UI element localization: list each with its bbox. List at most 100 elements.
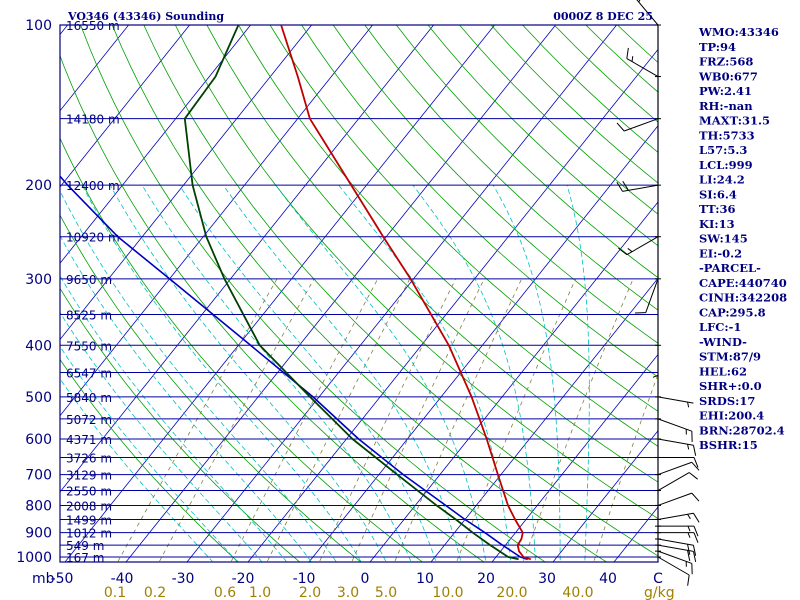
index-line: TT:36 — [699, 202, 736, 216]
index-line: TP:94 — [699, 40, 736, 54]
isotherm-line — [60, 25, 190, 188]
index-line: WMO:43346 — [698, 25, 779, 39]
height-label: 6547 m — [66, 367, 112, 381]
moist-adiabat-line — [412, 184, 536, 562]
mixing-ratio-line — [117, 278, 278, 562]
mixing-ratio-line — [351, 278, 485, 562]
index-line: SI:6.4 — [699, 187, 737, 201]
index-line: BSHR:15 — [699, 438, 758, 452]
index-line: -WIND- — [699, 335, 747, 349]
moist-adiabat-line — [275, 184, 487, 562]
height-label: 12400 m — [66, 179, 120, 193]
chart-date: 0000Z 8 DEC 25 — [553, 10, 653, 23]
temperature-tick-label: -10 — [293, 571, 316, 587]
wind-barb-full — [693, 525, 699, 537]
wind-barb-shaft — [624, 118, 659, 132]
wind-barb-shaft — [657, 396, 694, 404]
wind-barb-full — [691, 461, 700, 471]
wind-barb-full — [622, 180, 629, 191]
height-label: 8525 m — [66, 308, 112, 322]
mixing-ratio-tick-label: 40.0 — [562, 585, 593, 600]
height-label: 2008 m — [66, 499, 112, 513]
plot-frame — [59, 24, 659, 563]
moist-adiabat-line — [60, 275, 288, 562]
moist-adiabat-line — [338, 184, 512, 562]
temperature-tick-label: 20 — [477, 571, 495, 587]
index-line: FRZ:568 — [699, 55, 753, 69]
moist-adiabat-line — [222, 184, 462, 562]
wind-barb-half — [687, 532, 691, 538]
height-label: 1499 m — [66, 513, 112, 527]
temperature-tick-label: -40 — [111, 571, 134, 587]
index-line: BRN:28702.4 — [699, 423, 785, 437]
height-label: 5072 m — [66, 413, 112, 427]
moist-adiabat-line — [179, 184, 437, 562]
temperature-tick-label: 30 — [538, 571, 556, 587]
index-line: PW:2.41 — [699, 84, 752, 98]
moist-adiabat-line — [60, 234, 312, 562]
height-label: 2550 m — [66, 485, 112, 499]
dry-adiabat-line — [395, 25, 658, 279]
mixing-ratio-unit-label: g/kg — [644, 585, 675, 600]
index-line: CINH:342208 — [699, 291, 787, 305]
wind-barb-full — [616, 181, 623, 192]
dry-adiabat-line — [60, 137, 424, 562]
temperature-tick-label: -30 — [172, 571, 195, 587]
isotherm-line — [60, 25, 373, 417]
mixing-ratio-tick-label: 0.2 — [144, 585, 166, 600]
wind-barb-full — [692, 445, 697, 456]
moist-adiabat-line — [492, 184, 561, 562]
index-line: EHI:200.4 — [699, 409, 764, 423]
dry-adiabat-line — [60, 358, 239, 562]
mixing-ratio-tick-label: 10.0 — [432, 585, 463, 600]
pressure-tick-label: 900 — [25, 526, 52, 542]
moist-adiabat-line — [60, 378, 214, 562]
wind-barb-shaft — [657, 538, 694, 546]
wind-barb-half — [687, 444, 690, 450]
wind-barb-half — [687, 525, 691, 532]
dry-adiabat-line — [174, 25, 658, 520]
wind-barb-full — [687, 550, 691, 562]
dry-adiabat-line — [238, 25, 658, 447]
dry-adiabat-line — [427, 25, 658, 247]
wind-barb-full — [692, 551, 697, 563]
mixing-ratio-line — [230, 278, 379, 562]
temperature-tick-label: -50 — [51, 571, 74, 587]
index-line: SHR+:0.0 — [699, 379, 762, 393]
dry-adiabat-line — [301, 25, 658, 378]
wind-barb-full — [691, 492, 700, 502]
wind-barb-shaft — [657, 492, 692, 506]
height-label: 3129 m — [66, 469, 112, 483]
isotherm-line — [308, 125, 658, 562]
wind-barb-full — [688, 472, 698, 480]
isotherm-line — [247, 48, 658, 562]
moist-adiabat-line — [109, 184, 387, 562]
pressure-tick-label: 500 — [25, 390, 52, 406]
wind-barb-half — [638, 0, 641, 3]
index-line: SW:145 — [699, 232, 748, 246]
temperature-trace — [280, 25, 532, 561]
isotherm-line — [60, 25, 251, 264]
temperature-tick-label: 10 — [416, 571, 434, 587]
wind-barb-shaft — [626, 236, 659, 256]
dry-adiabat-line — [111, 25, 608, 562]
index-line: LFC:-1 — [699, 320, 741, 334]
mixing-ratio-line — [394, 278, 523, 562]
height-label: 7550 m — [66, 339, 112, 353]
isotherm-line — [491, 353, 658, 562]
height-label: 3726 m — [66, 451, 112, 465]
index-line: KI:13 — [699, 217, 735, 231]
index-line: -PARCEL- — [699, 261, 761, 275]
wind-barb-shaft — [657, 556, 690, 576]
temperature-tick-label: C — [653, 571, 663, 587]
wind-barb-shaft — [657, 418, 692, 432]
pressure-tick-label: 700 — [25, 468, 52, 484]
moist-adiabat-line — [60, 311, 263, 562]
pressure-unit-label: mb — [32, 571, 55, 587]
dewpoint-trace — [183, 25, 519, 561]
wind-barb-full — [616, 122, 625, 132]
wind-barb-full — [687, 574, 690, 586]
wind-barb-shaft — [657, 550, 692, 564]
wind-barb-shaft — [657, 512, 694, 520]
wind-barb-half — [627, 247, 633, 253]
